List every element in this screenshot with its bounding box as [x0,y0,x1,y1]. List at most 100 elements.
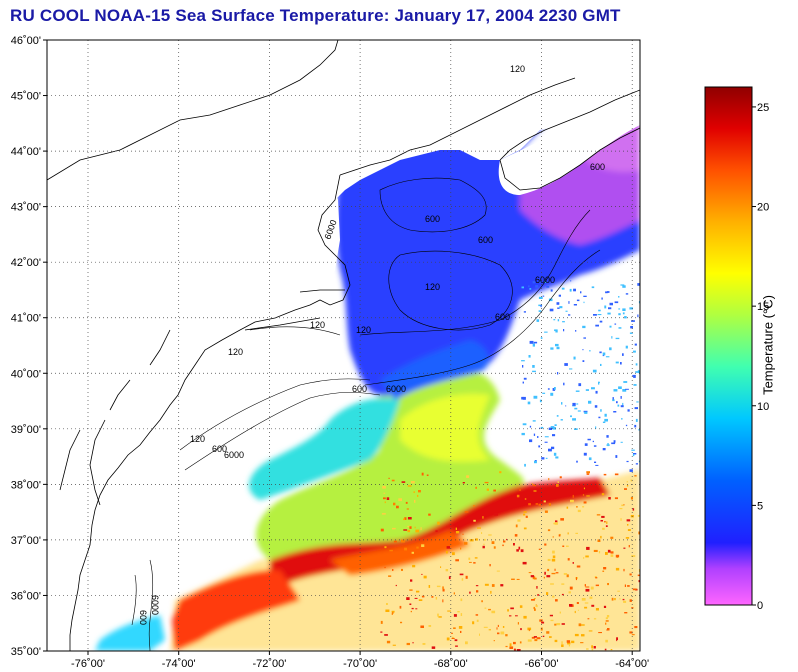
sst-speckle-dot [583,487,585,490]
sst-speckle-dot [582,494,585,496]
sst-speckle-dot [418,490,421,493]
sst-speckle-dot [605,552,608,555]
sst-speckle-dot [577,410,581,412]
sst-speckle-dot [405,501,408,504]
sst-speckle-dot [623,504,625,506]
sst-speckle-dot [615,337,620,340]
sst-speckle-dot [561,583,565,585]
sst-speckle-dot [576,299,580,302]
sst-speckle-dot [572,494,574,498]
sst-speckle-dot [455,559,459,562]
sst-speckle-dot [415,529,420,533]
sst-speckle-dot [380,528,384,532]
sst-speckle-dot [435,596,438,600]
sst-speckle-dot [620,441,623,443]
sst-speckle-dot [528,285,530,288]
sst-speckle-dot [585,389,589,391]
sst-speckle-dot [534,577,537,580]
sst-speckle-dot [473,505,475,507]
sst-speckle-dot [583,301,585,304]
sst-speckle-dot [596,514,601,516]
sst-speckle-dot [630,326,633,329]
sst-speckle-dot [517,649,521,651]
sst-speckle-dot [600,520,603,522]
sst-speckle-dot [536,637,541,640]
sst-speckle-dot [453,592,455,595]
contour-label-120: 120 [228,347,243,357]
sst-speckle-dot [615,567,620,571]
sst-speckle-dot [535,285,539,288]
sst-speckle-dot [409,589,413,591]
sst-speckle-dot [531,636,536,639]
sst-speckle-dot [534,460,537,462]
sst-speckle-dot [632,454,635,457]
sst-speckle-dot [552,550,555,554]
sst-speckle-dot [620,405,624,408]
sst-speckle-dot [635,418,638,422]
sst-speckle-dot [522,365,524,368]
sst-speckle-dot [614,301,619,304]
sst-speckle-dot [384,546,387,549]
contour-label-600: 600 [138,610,148,625]
sst-speckle-dot [384,566,386,569]
sst-speckle-dot [483,538,486,541]
sst-speckle-dot [540,337,543,339]
sst-speckle-dot [573,356,576,360]
sst-speckle-dot [399,605,402,609]
sst-speckle-dot [551,572,556,575]
sst-speckle-dot [517,622,519,625]
sst-speckle-dot [528,572,532,574]
sst-speckle-dot [483,543,485,546]
sst-speckle-dot [481,600,483,603]
sst-speckle-dot [615,554,620,558]
sst-speckle-dot [637,514,640,517]
sst-speckle-dot [622,402,624,406]
sst-speckle-dot [533,395,538,399]
sst-speckle-dot [550,619,554,622]
sst-speckle-dot [622,353,624,356]
sst-speckle-dot [607,312,611,315]
sst-speckle-dot [555,520,558,523]
sst-speckle-dot [568,301,570,304]
sst-speckle-dot [591,286,595,289]
sst-speckle-dot [539,399,542,403]
sst-speckle-dot [551,446,555,450]
sst-speckle-dot [544,543,547,546]
sst-speckle-dot [540,627,543,631]
sst-speckle-dot [412,642,414,644]
contour-label-120: 120 [190,434,205,444]
contour-labels: 120 600 600 600 120 6000 600 120 120 120… [138,64,605,625]
sst-speckle-dot [395,558,398,561]
sst-speckle-dot [612,397,614,400]
sst-speckle-dot [410,610,412,613]
sst-speckle-dot [486,488,489,491]
sst-speckle-dot [637,574,640,577]
sst-speckle-dot [604,418,608,422]
latitude-label: 35˚00' [11,646,41,658]
sst-speckle-dot [428,513,431,516]
sst-speckle-dot [496,570,500,572]
sst-speckle-dot [568,591,571,594]
sst-speckle-dot [630,479,633,482]
sst-speckle-dot [584,606,588,609]
contour-label-120: 120 [356,325,371,335]
sst-speckle-dot [622,598,625,601]
sst-speckle-dot [595,324,599,327]
sst-speckle-dot [626,519,631,522]
sst-speckle-dot [406,642,410,646]
sst-speckle-dot [538,296,543,299]
sst-speckle-dot [572,418,576,421]
sst-speckle-dot [567,532,569,535]
sst-speckle-dot [384,634,388,636]
longitude-label: -68˚00' [434,658,468,670]
sst-speckle-dot [460,598,463,602]
sst-speckle-dot [613,389,618,392]
sst-speckle-dot [568,314,571,316]
sst-speckle-dot [523,311,526,313]
sst-speckle-dot [465,575,468,579]
sst-speckle-dot [583,295,587,297]
sst-speckle-dot [617,404,620,407]
sst-speckle-dot [570,280,572,282]
sst-speckle-dot [598,416,601,419]
sst-speckle-dot [580,624,585,626]
